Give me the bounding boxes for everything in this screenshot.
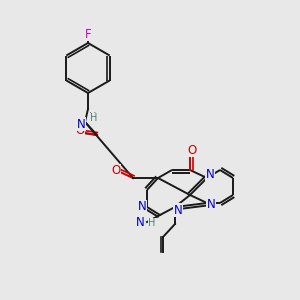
Text: N: N (138, 200, 146, 214)
Text: H: H (90, 113, 98, 123)
Text: O: O (111, 164, 121, 178)
Text: O: O (75, 124, 85, 137)
Text: N: N (76, 118, 84, 130)
Text: N: N (206, 169, 214, 182)
Text: H: H (89, 112, 97, 122)
Text: N: N (76, 118, 85, 130)
Text: H: H (148, 218, 156, 228)
Text: F: F (85, 28, 91, 40)
Text: N: N (136, 217, 144, 230)
Text: O: O (188, 143, 196, 157)
Text: N: N (207, 199, 215, 212)
Text: N: N (174, 203, 182, 217)
